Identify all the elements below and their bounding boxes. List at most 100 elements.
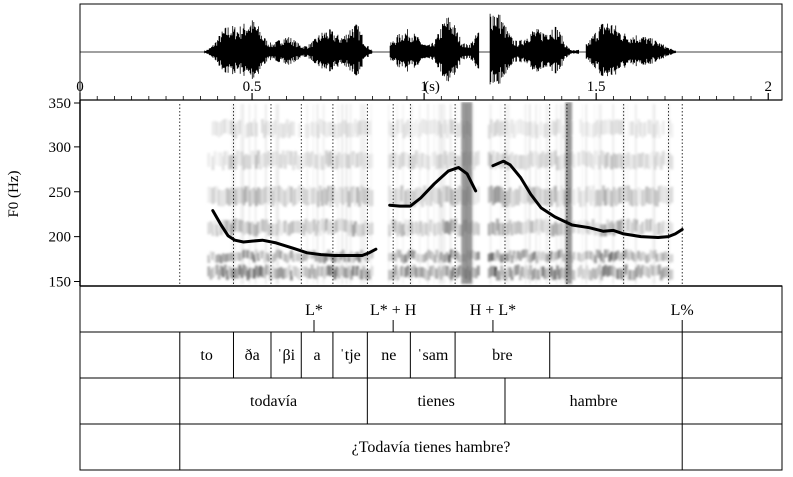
spectrogram-cell xyxy=(655,120,659,135)
spectrogram-cell xyxy=(390,219,394,232)
spectrogram-cell xyxy=(591,123,595,138)
spectrogram-cell xyxy=(498,186,502,203)
spectrogram-cell xyxy=(531,220,535,233)
spectrogram-cell xyxy=(608,265,612,276)
spectrogram-cell xyxy=(302,223,306,236)
spectrogram-cell xyxy=(516,264,520,275)
spectrogram-cell xyxy=(358,120,361,135)
spectrogram-cell xyxy=(537,269,541,280)
spectrogram-cell xyxy=(655,151,659,166)
spectrogram-cell xyxy=(238,120,242,134)
spectrogram-cell xyxy=(271,255,275,263)
spectrogram-cell xyxy=(333,269,337,280)
spectrogram-cell xyxy=(406,119,410,134)
spectrogram-cell xyxy=(406,188,410,205)
spectrogram-cell xyxy=(639,253,643,262)
spectrogram-cell xyxy=(587,185,591,202)
spectrogram-cell xyxy=(394,153,398,168)
spectrogram-cell xyxy=(356,224,359,236)
spectrogram-cell xyxy=(537,186,541,203)
spectrogram-cell xyxy=(522,249,526,258)
spectrogram-cell xyxy=(327,185,331,202)
spectrogram-striation xyxy=(277,104,279,284)
spectrogram-cell xyxy=(228,253,231,262)
spectrogram-cell xyxy=(447,152,451,167)
spectrogram-cell xyxy=(487,253,491,262)
spectrogram-cell xyxy=(630,121,634,136)
f0-tick-label: 200 xyxy=(49,230,72,246)
spectrogram-cell xyxy=(608,118,612,133)
spectrogram-cell xyxy=(616,220,620,233)
spectrogram-cell xyxy=(643,189,647,206)
spectrogram-cell xyxy=(279,267,283,277)
spectrogram-cell xyxy=(400,224,404,237)
spectrogram-cell xyxy=(425,120,429,135)
spectrogram-cell xyxy=(292,253,295,262)
spectrogram-cell xyxy=(643,252,647,261)
spectrogram-cell xyxy=(314,269,318,280)
spectrogram-cell xyxy=(225,269,229,280)
spectrogram-striation xyxy=(248,104,251,284)
spectrogram-cell xyxy=(217,152,221,167)
spectrogram-cell xyxy=(514,188,518,205)
spectrogram-cell xyxy=(491,123,495,138)
spectrogram-cell xyxy=(541,189,545,206)
spectrogram-striation xyxy=(410,104,413,284)
tone-label: L* + H xyxy=(370,302,417,319)
spectrogram-cell xyxy=(408,219,412,232)
spectrogram-cell xyxy=(577,252,581,261)
spectrogram-cell xyxy=(421,153,424,167)
spectrogram-cell xyxy=(327,121,331,136)
spectrogram-cell xyxy=(591,268,595,278)
spectrogram-cell xyxy=(476,265,480,276)
spectrogram-cell xyxy=(412,222,416,235)
spectrogram-cell xyxy=(366,121,370,136)
spectrogram-cell xyxy=(343,152,347,167)
spectrogram-cell xyxy=(620,154,624,169)
f0-tick-label: 150 xyxy=(49,275,72,291)
spectrogram-cell xyxy=(296,187,300,204)
spectrogram-cell xyxy=(572,154,576,168)
spectrogram-cell xyxy=(624,185,628,202)
spectrogram-cell xyxy=(476,251,480,260)
spectrogram-panel xyxy=(79,100,782,287)
spectrogram-cell xyxy=(666,266,669,277)
spectrogram-cell xyxy=(329,151,333,165)
spectrogram-cell xyxy=(553,251,557,260)
spectrogram-cell xyxy=(281,124,285,139)
spectrogram-cell xyxy=(431,185,435,202)
spectrogram-cell xyxy=(502,253,506,262)
spectrogram-cell xyxy=(659,270,663,281)
spectrogram-cell xyxy=(258,265,262,276)
spectrogram-cell xyxy=(246,155,250,170)
spectrogram-cell xyxy=(661,150,665,165)
spectrogram-cell xyxy=(595,151,599,166)
spectrogram-cell xyxy=(314,188,318,205)
spectrogram-cell xyxy=(510,255,514,264)
spectrogram-cell xyxy=(398,221,402,234)
spectrogram-cell xyxy=(630,190,634,207)
spectrogram-cell xyxy=(279,251,283,259)
spectrogram-cell xyxy=(368,251,372,260)
spectrogram-cell xyxy=(491,222,495,235)
spectrogram-striation xyxy=(433,104,435,284)
spectrogram-cell xyxy=(512,221,516,234)
spectrogram-cell xyxy=(641,124,645,139)
spectrogram-cell xyxy=(390,269,394,280)
spectrogram-cell xyxy=(302,187,306,204)
spectrogram-cell xyxy=(435,222,439,235)
spectrogram-cell xyxy=(633,218,636,231)
spectrogram-cell xyxy=(368,154,372,169)
spectrogram-striation xyxy=(306,104,308,284)
spectrogram-cell xyxy=(294,221,297,233)
spectrogram-cell xyxy=(406,224,410,237)
spectrogram-cell xyxy=(228,220,231,233)
spectrogram-cell xyxy=(518,119,522,134)
spectrogram-cell xyxy=(494,223,497,236)
spectrogram-cell xyxy=(558,156,561,170)
spectrogram-cell xyxy=(610,221,614,234)
spectrogram-cell xyxy=(416,253,420,262)
spectrogram-cell xyxy=(421,267,424,278)
spectrogram-cell xyxy=(400,119,404,133)
